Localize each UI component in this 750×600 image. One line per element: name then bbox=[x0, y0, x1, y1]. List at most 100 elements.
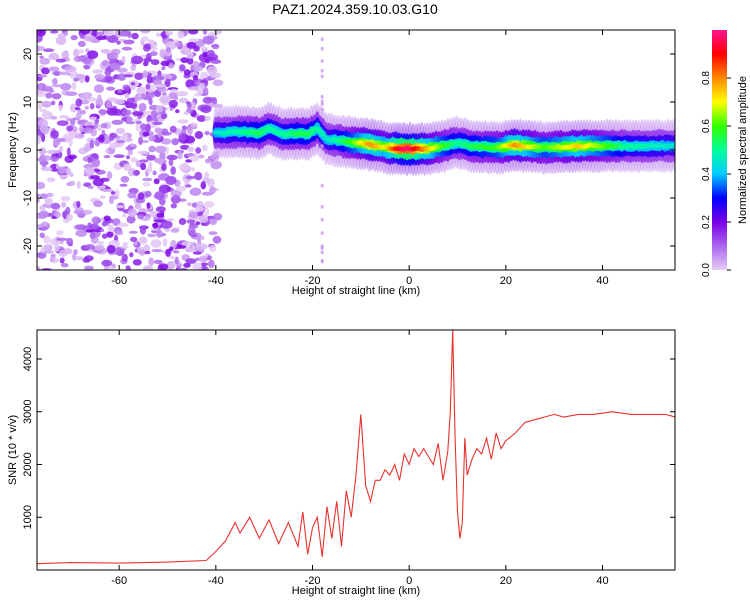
heatmap-cell bbox=[117, 89, 122, 93]
heatmap-cell bbox=[89, 139, 95, 149]
heatmap-cell bbox=[37, 251, 47, 259]
heatmap-cell bbox=[320, 245, 324, 250]
heatmap-cell bbox=[76, 200, 81, 208]
heatmap-cell bbox=[181, 241, 194, 247]
heatmap-cell bbox=[143, 244, 151, 252]
heatmap-cell bbox=[139, 159, 149, 163]
heatmap-cell bbox=[160, 113, 167, 120]
heatmap-cell bbox=[165, 176, 177, 185]
heatmap-cell bbox=[66, 147, 71, 156]
heatmap-cell bbox=[200, 105, 212, 114]
heatmap-cell bbox=[49, 30, 59, 34]
heatmap-cell bbox=[154, 127, 163, 134]
heatmap-cell bbox=[117, 222, 129, 228]
heatmap-cell bbox=[74, 133, 85, 139]
heatmap-cell bbox=[69, 103, 78, 113]
heatmap-cell bbox=[158, 263, 169, 270]
heatmap-cell bbox=[202, 96, 214, 104]
heatmap-cell bbox=[320, 183, 324, 188]
heatmap-cell bbox=[37, 30, 46, 37]
heatmap-cell bbox=[89, 232, 96, 239]
heatmap-cell bbox=[161, 163, 167, 171]
heatmap-cell bbox=[119, 183, 128, 187]
heatmap-cell bbox=[141, 36, 149, 43]
heatmap-cell bbox=[122, 241, 128, 246]
heatmap-cell bbox=[196, 115, 207, 122]
heatmap-cell bbox=[85, 229, 94, 233]
heatmap-cell bbox=[39, 232, 45, 238]
heatmap-cell bbox=[123, 133, 128, 139]
heatmap-cell bbox=[139, 249, 146, 256]
heatmap-cell bbox=[93, 168, 101, 173]
heatmap-cell bbox=[110, 191, 116, 195]
heatmap-cell bbox=[145, 83, 151, 90]
heatmap-cell bbox=[56, 138, 66, 142]
heatmap-cell bbox=[175, 109, 180, 114]
heatmap-cell bbox=[155, 145, 167, 154]
heatmap-cell bbox=[81, 127, 94, 134]
heatmap-cell bbox=[86, 50, 99, 59]
heatmap-cell bbox=[40, 125, 49, 134]
heatmap-cell bbox=[136, 86, 147, 96]
heatmap-cell bbox=[161, 66, 166, 71]
heatmap-cell bbox=[85, 48, 90, 53]
heatmap-cell bbox=[187, 153, 195, 156]
heatmap-cell bbox=[73, 249, 78, 255]
heatmap-cell bbox=[165, 248, 171, 257]
heatmap-cell bbox=[148, 135, 156, 142]
heatmap-cell bbox=[121, 56, 126, 64]
heatmap-cell bbox=[79, 30, 91, 35]
heatmap-cell bbox=[183, 111, 189, 115]
heatmap-cell bbox=[211, 97, 218, 106]
heatmap-cell bbox=[142, 70, 148, 77]
heatmap-cell bbox=[166, 154, 178, 161]
spectrogram-x-axis-label: Height of straight line (km) bbox=[292, 285, 420, 297]
heatmap-cell bbox=[75, 73, 86, 79]
heatmap-cell bbox=[126, 102, 136, 109]
heatmap-cell bbox=[73, 78, 78, 82]
heatmap-cell bbox=[87, 121, 92, 126]
heatmap-cell bbox=[123, 163, 132, 172]
heatmap-cell bbox=[152, 121, 163, 126]
heatmap-cell bbox=[156, 212, 165, 218]
heatmap-cell bbox=[207, 66, 218, 75]
heatmap-cell bbox=[139, 226, 147, 235]
heatmap-cell bbox=[54, 243, 60, 253]
heatmap-cell bbox=[320, 258, 324, 263]
heatmap-cell bbox=[170, 88, 178, 93]
heatmap-cell bbox=[63, 31, 68, 36]
heatmap-cell bbox=[138, 102, 147, 112]
heatmap-cell bbox=[132, 111, 144, 117]
heatmap-cell bbox=[131, 82, 136, 86]
heatmap-cell bbox=[140, 162, 147, 171]
heatmap-cell bbox=[84, 259, 91, 263]
heatmap-cell bbox=[49, 89, 55, 93]
heatmap-cell bbox=[100, 48, 111, 54]
heatmap-cell bbox=[165, 218, 175, 222]
heatmap-cell bbox=[190, 167, 196, 172]
heatmap-cell bbox=[148, 145, 156, 153]
heatmap-cell bbox=[195, 147, 202, 154]
heatmap-cell bbox=[60, 51, 70, 60]
spectrogram-heatmap bbox=[37, 30, 675, 270]
heatmap-cell bbox=[143, 61, 149, 67]
heatmap-cell bbox=[91, 223, 99, 230]
heatmap-cell bbox=[115, 204, 125, 209]
heatmap-cell bbox=[45, 92, 53, 99]
heatmap-cell bbox=[319, 132, 327, 138]
x-tick-label: -40 bbox=[208, 275, 224, 287]
heatmap-cell bbox=[65, 206, 71, 215]
heatmap-cell bbox=[153, 259, 163, 265]
heatmap-cell bbox=[83, 54, 89, 58]
heatmap-cell bbox=[137, 192, 145, 200]
heatmap-cell bbox=[99, 195, 106, 199]
heatmap-cell bbox=[187, 126, 193, 135]
heatmap-cell bbox=[59, 71, 70, 76]
heatmap-cell bbox=[138, 236, 148, 245]
heatmap-cell bbox=[109, 132, 118, 139]
heatmap-cell bbox=[140, 123, 147, 131]
heatmap-cell bbox=[170, 228, 180, 233]
heatmap-cell bbox=[142, 265, 153, 270]
heatmap-cell bbox=[83, 167, 95, 177]
